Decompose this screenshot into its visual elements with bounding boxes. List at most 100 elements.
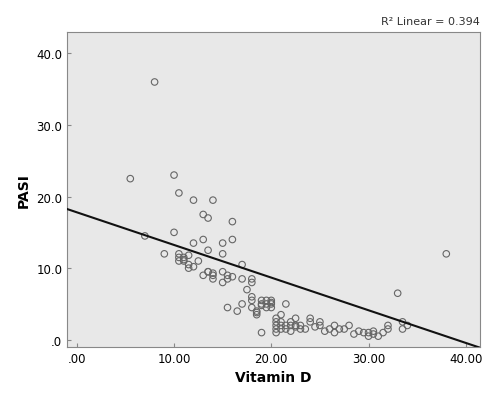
X-axis label: Vitamin D: Vitamin D <box>236 371 312 385</box>
Point <box>384 326 392 332</box>
Point <box>258 298 266 304</box>
Point <box>199 212 207 218</box>
Point <box>209 270 217 277</box>
Point <box>228 237 236 243</box>
Point <box>442 251 450 257</box>
Point <box>238 276 246 282</box>
Point <box>204 215 212 222</box>
Point <box>199 272 207 279</box>
Point <box>282 301 290 308</box>
Point <box>184 265 192 272</box>
Point <box>248 294 256 300</box>
Point <box>218 269 226 275</box>
Point <box>326 326 334 332</box>
Point <box>272 330 280 336</box>
Point <box>126 176 134 182</box>
Point <box>170 172 178 179</box>
Point <box>398 326 406 332</box>
Point <box>204 269 212 275</box>
Point <box>258 330 266 336</box>
Point <box>355 328 363 334</box>
Point <box>306 315 314 322</box>
Point <box>277 322 285 329</box>
Point <box>248 304 256 311</box>
Point <box>268 298 276 304</box>
Point <box>160 251 168 257</box>
Point <box>248 279 256 286</box>
Point <box>199 237 207 243</box>
Point <box>262 304 270 311</box>
Point <box>286 328 294 334</box>
Point <box>330 330 338 336</box>
Point <box>243 287 251 293</box>
Point <box>209 197 217 204</box>
Point <box>277 319 285 325</box>
Text: R² Linear = 0.394: R² Linear = 0.394 <box>382 16 480 26</box>
Point <box>292 315 300 322</box>
Point <box>374 333 382 340</box>
Point <box>218 240 226 247</box>
Point <box>277 312 285 318</box>
Point <box>209 276 217 282</box>
Point <box>238 262 246 268</box>
Point <box>277 326 285 332</box>
Point <box>252 308 260 314</box>
Point <box>360 330 368 336</box>
Point <box>292 324 300 330</box>
Point <box>345 322 353 329</box>
Point <box>282 326 290 332</box>
Point <box>316 322 324 329</box>
Point <box>258 302 266 309</box>
Point <box>184 252 192 259</box>
Point <box>248 276 256 282</box>
Point <box>296 322 304 329</box>
Point <box>258 301 266 308</box>
Point <box>209 272 217 279</box>
Point <box>384 322 392 329</box>
Point <box>272 326 280 332</box>
Point <box>370 331 378 337</box>
Point <box>204 269 212 275</box>
Point <box>190 197 198 204</box>
Point <box>175 251 183 257</box>
Point <box>268 300 276 306</box>
Point <box>224 276 232 282</box>
Point <box>224 304 232 311</box>
Point <box>194 258 202 265</box>
Point <box>306 319 314 325</box>
Point <box>218 279 226 286</box>
Point <box>180 257 188 263</box>
Point <box>330 322 338 329</box>
Point <box>262 298 270 304</box>
Point <box>204 247 212 254</box>
Point <box>340 326 348 332</box>
Point <box>320 328 328 334</box>
Point <box>170 229 178 236</box>
Point <box>248 298 256 304</box>
Point <box>364 333 372 340</box>
Point <box>286 322 294 329</box>
Point <box>296 326 304 332</box>
Point <box>316 319 324 325</box>
Point <box>292 322 300 329</box>
Point <box>398 319 406 325</box>
Point <box>272 315 280 322</box>
Point <box>190 264 198 270</box>
Point <box>404 322 411 329</box>
Point <box>141 233 149 239</box>
Point <box>282 322 290 329</box>
Point <box>218 251 226 257</box>
Point <box>336 326 344 332</box>
Point <box>184 262 192 268</box>
Point <box>379 330 387 336</box>
Point <box>228 219 236 225</box>
Point <box>175 190 183 197</box>
Point <box>175 258 183 265</box>
Point <box>394 290 402 297</box>
Point <box>268 301 276 308</box>
Point <box>252 310 260 316</box>
Point <box>302 326 310 332</box>
Point <box>180 258 188 265</box>
Point <box>175 255 183 261</box>
Point <box>370 328 378 334</box>
